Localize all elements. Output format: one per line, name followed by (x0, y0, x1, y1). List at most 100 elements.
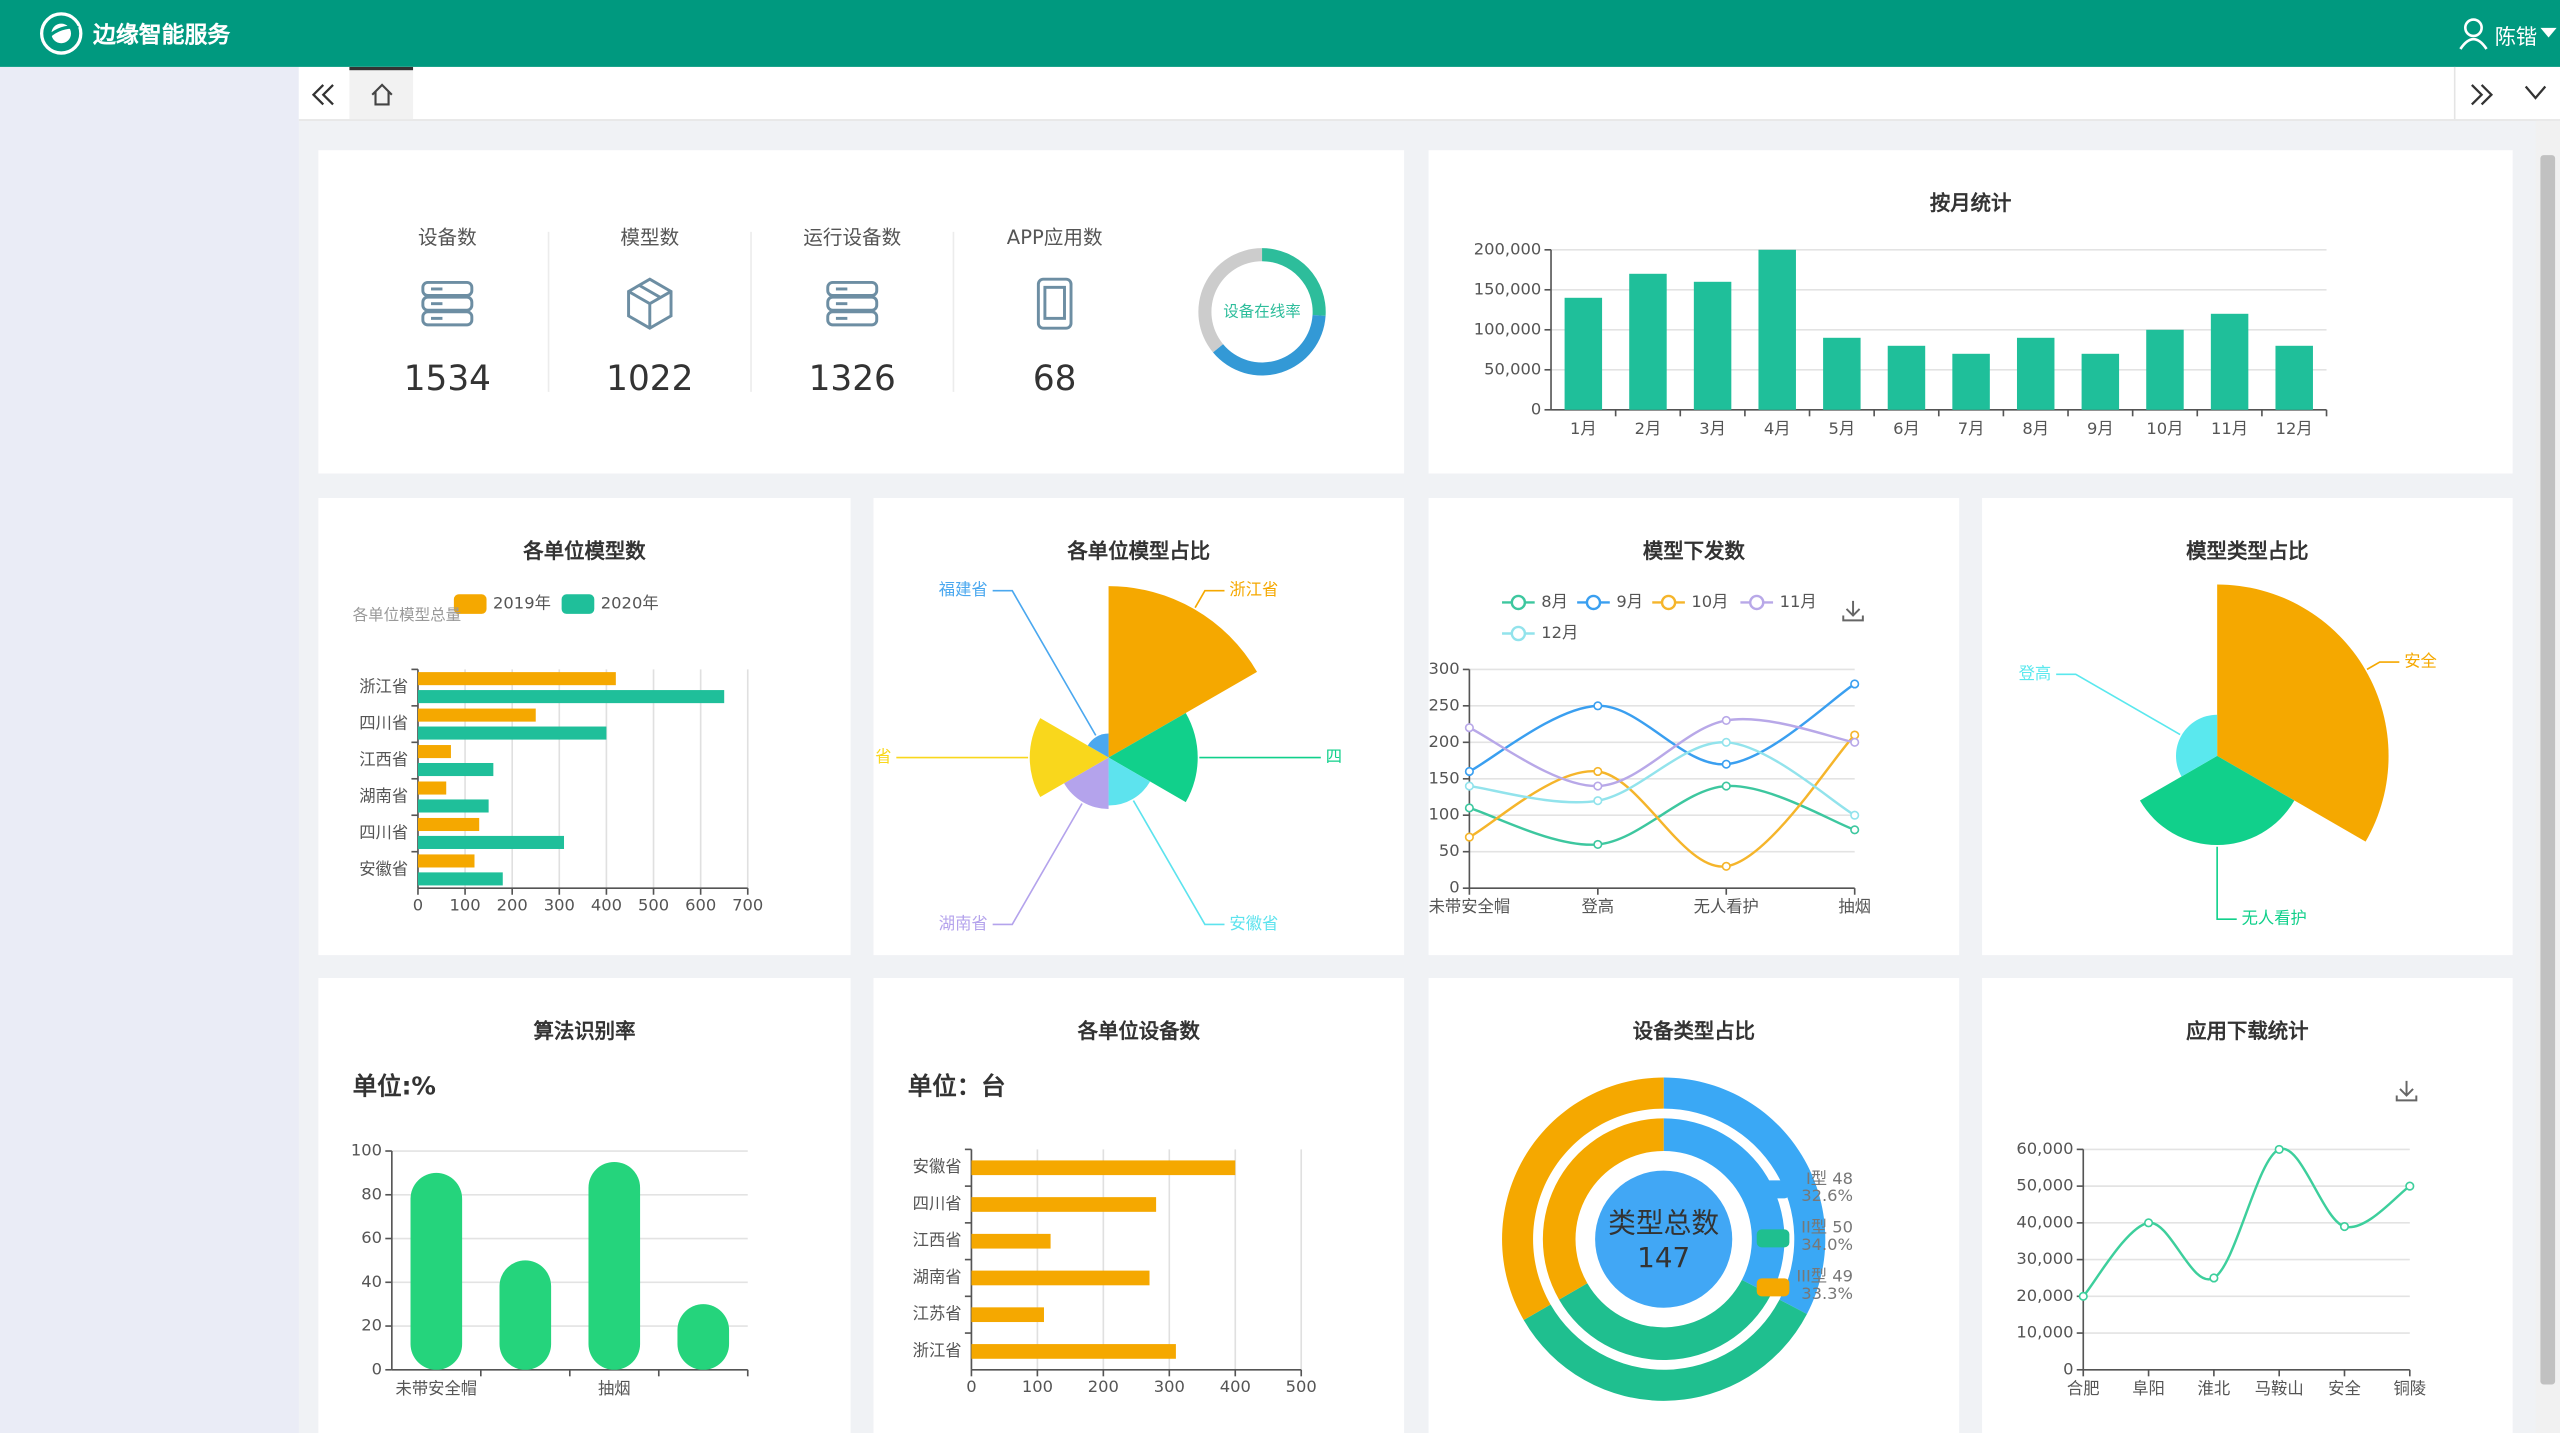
home-tab[interactable] (349, 66, 414, 120)
y-tick-label: 浙江省 (913, 1341, 962, 1360)
y-tick-label: 江苏省 (913, 1304, 962, 1323)
legend-name: I型 (1806, 1168, 1827, 1187)
download-button[interactable] (2395, 1080, 2418, 1102)
download-button[interactable] (1842, 600, 1864, 622)
stat-icon-group (627, 277, 673, 330)
point (1464, 781, 1474, 791)
x-tick-label: 1月 (1570, 419, 1597, 438)
chart-title: 各单位模型占比 (1066, 539, 1210, 563)
x-tick-label: 登高 (1582, 897, 1615, 916)
ring-slice (1523, 1299, 1807, 1401)
legend-label[interactable]: II型 50 (1801, 1217, 1853, 1236)
bar (417, 799, 489, 813)
bar (971, 1307, 1044, 1323)
legend-swatch (453, 594, 487, 614)
legend-label[interactable]: 2020年 (601, 594, 659, 613)
x-tick-label: 300 (544, 896, 575, 915)
ring-slice (1559, 1279, 1771, 1360)
center-disc (1595, 1170, 1733, 1308)
bar (417, 817, 480, 832)
bar (2210, 313, 2249, 410)
point (1721, 715, 1731, 726)
legend-label[interactable]: 9月 (1616, 592, 1643, 611)
y-tick-label: 安徽省 (913, 1157, 962, 1176)
bar (971, 1270, 1150, 1286)
y-tick-label: 200 (1429, 732, 1460, 751)
bar (1952, 353, 1990, 410)
legend-label[interactable]: 10月 (1691, 592, 1728, 611)
stat-icon (1043, 285, 1066, 320)
user-caret[interactable] (2540, 27, 2557, 39)
legend-label[interactable]: 12月 (1541, 623, 1578, 642)
y-tick-label: 湖南省 (359, 787, 408, 806)
y-tick-label: 50,000 (2016, 1176, 2073, 1195)
scrollbar-thumb[interactable] (2540, 155, 2556, 1385)
chart-title: 设备类型占比 (1633, 1019, 1755, 1043)
home-icon[interactable] (371, 83, 394, 106)
point (1850, 730, 1860, 740)
y-tick-label: 四川省 (359, 823, 408, 842)
tab-menu[interactable] (2524, 85, 2547, 101)
leader-line (1132, 800, 1225, 926)
x-tick-label: 9月 (2087, 419, 2114, 438)
bar (417, 708, 536, 722)
rose-slice (2217, 584, 2389, 842)
card: 算法识别率 单位:% 0 20 40 60 80 100 未带安全帽 抽烟 (318, 977, 851, 1433)
point (2405, 1181, 2415, 1191)
legend-label[interactable]: 2019年 (493, 594, 551, 613)
y-tick-label: 250 (1429, 695, 1460, 714)
legend-label[interactable]: 11月 (1780, 592, 1817, 611)
tab-scroll-right[interactable] (2470, 83, 2494, 106)
scrollbar-track (2535, 120, 2560, 1433)
x-tick-label: 400 (1220, 1377, 1251, 1396)
line (1469, 784, 1856, 846)
x-tick-label: 7月 (1958, 419, 1985, 438)
bar (417, 854, 475, 868)
legend-label[interactable]: 8月 (1541, 592, 1568, 611)
bar (410, 1172, 463, 1370)
user-name[interactable]: 陈锴 (2494, 26, 2538, 51)
slice-label: 四 (1326, 747, 1342, 766)
download-icon (2395, 1080, 2418, 1102)
leader-line (2216, 846, 2237, 920)
y-tick-label: 四川省 (913, 1194, 962, 1213)
y-tick-label: 40,000 (2016, 1212, 2073, 1231)
x-tick-label: 12月 (2276, 419, 2313, 438)
point (1593, 839, 1603, 849)
slice-label: 安全 (2404, 652, 2437, 671)
stat-icon (421, 310, 474, 327)
bar (417, 690, 725, 704)
y-tick-label: 60,000 (2016, 1139, 2073, 1158)
tab-scroll-left[interactable] (311, 83, 335, 106)
stat-icon (421, 280, 474, 297)
y-tick-label: 10,000 (2016, 1323, 2073, 1342)
line (1469, 741, 1856, 817)
y-tick-label: 40 (361, 1272, 382, 1291)
slice-label: 湖南省 (939, 914, 988, 933)
legend-label[interactable]: III型 49 (1796, 1266, 1853, 1285)
y-tick-label: 150 (1429, 768, 1460, 787)
stat-label: 模型数 (620, 226, 679, 249)
stat-value: 1534 (404, 359, 491, 399)
logo (39, 12, 83, 55)
y-tick-label: 100 (351, 1141, 382, 1160)
tab-bar (298, 66, 2560, 121)
x-tick-label: 100 (1022, 1377, 1053, 1396)
user-icon[interactable] (2457, 16, 2490, 50)
y-tick-label: 150,000 (1474, 279, 1541, 298)
bar (1564, 297, 1603, 410)
legend-percent: 32.6% (1801, 1186, 1853, 1205)
card: 设备数 1534 模型数 1022 运行设备数 1326 APP应用数 68 设备在线率 (318, 150, 1405, 474)
point (1593, 766, 1603, 777)
point (1721, 737, 1731, 747)
x-tick-label: 2月 (1635, 419, 1662, 438)
x-tick-label: 5月 (1828, 419, 1855, 438)
y-tick-label: 30,000 (2016, 1249, 2073, 1268)
legend-label[interactable]: I型 48 (1806, 1168, 1853, 1187)
y-tick-label: 60 (361, 1228, 382, 1247)
donut-slice (1198, 248, 1263, 353)
line (1468, 718, 1855, 788)
stat-value: 1326 (809, 359, 896, 399)
bar (2081, 353, 2120, 410)
